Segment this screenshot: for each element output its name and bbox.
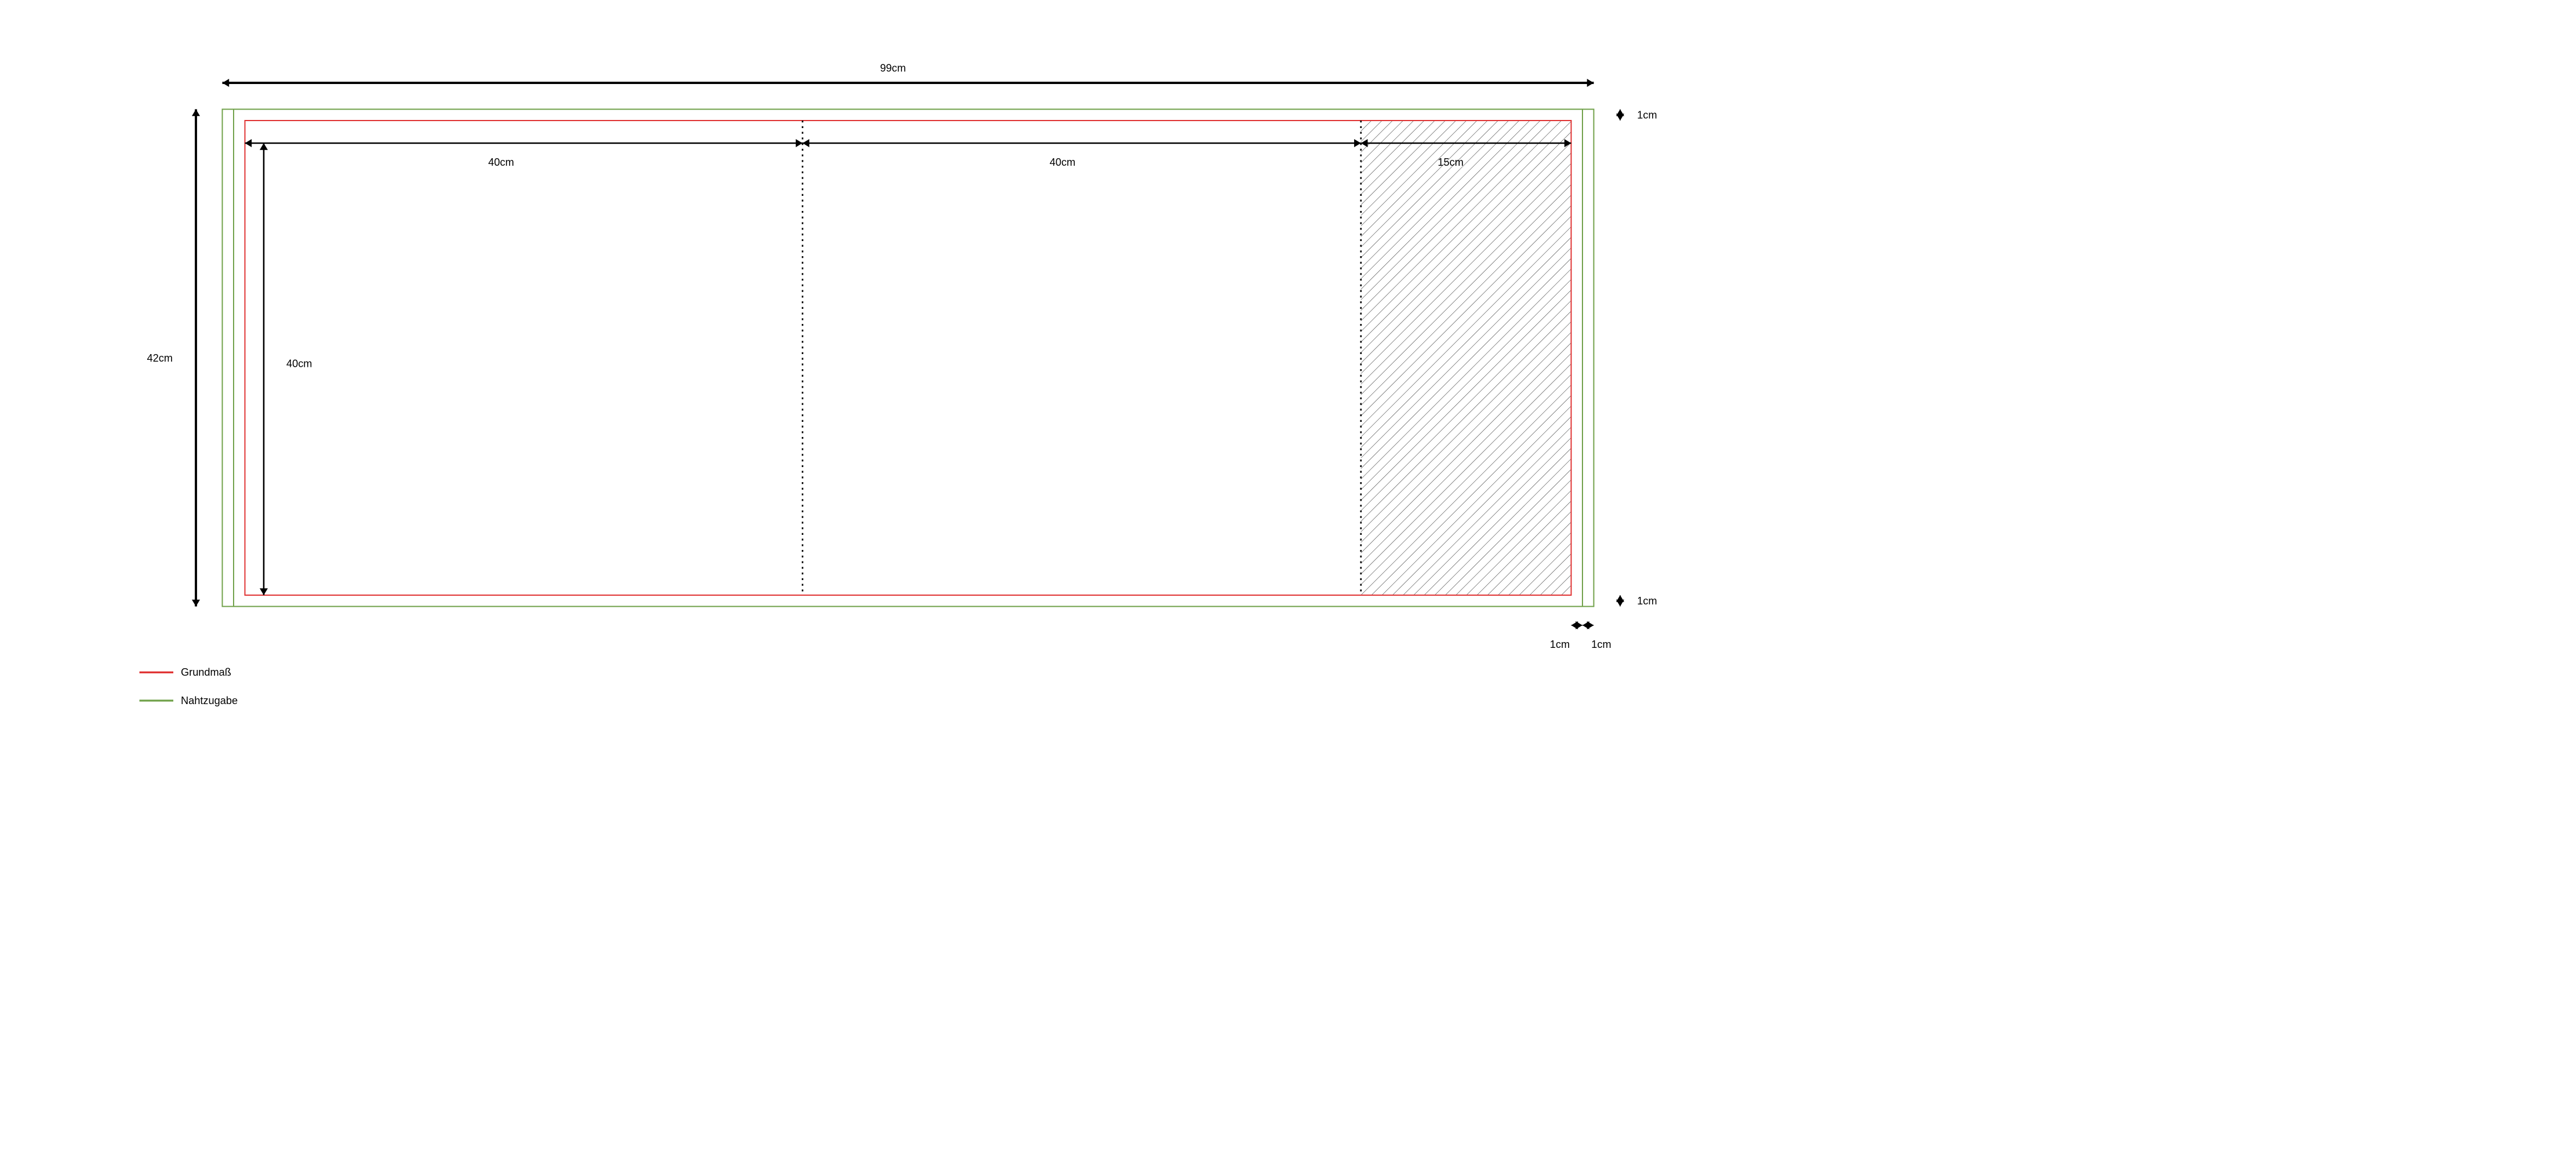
legend-label-grundmass: Grundmaß bbox=[181, 666, 231, 678]
dimension-label: 15cm bbox=[1438, 156, 1463, 168]
dimension-label: 42cm bbox=[147, 352, 172, 364]
allow-right2-label: 1cm bbox=[1591, 639, 1611, 650]
allow-top-label: 1cm bbox=[1637, 110, 1657, 121]
dimension-label: 40cm bbox=[1050, 156, 1075, 168]
allow-right1-label: 1cm bbox=[1550, 639, 1570, 650]
legend-label-nahtzugabe: Nahtzugabe bbox=[181, 695, 238, 706]
canvas-bg bbox=[0, 0, 1675, 753]
dimension-label: 40cm bbox=[488, 156, 514, 168]
dimension-label: 40cm bbox=[286, 358, 312, 370]
allow-bottom-label: 1cm bbox=[1637, 595, 1657, 607]
sewing-pattern-diagram: 99cm 42cm 40cm 40cm 15cm 40cm 1cm 1cm 1cm 1cm Grun… bbox=[0, 0, 1675, 753]
dimension-label: 99cm bbox=[880, 63, 905, 74]
